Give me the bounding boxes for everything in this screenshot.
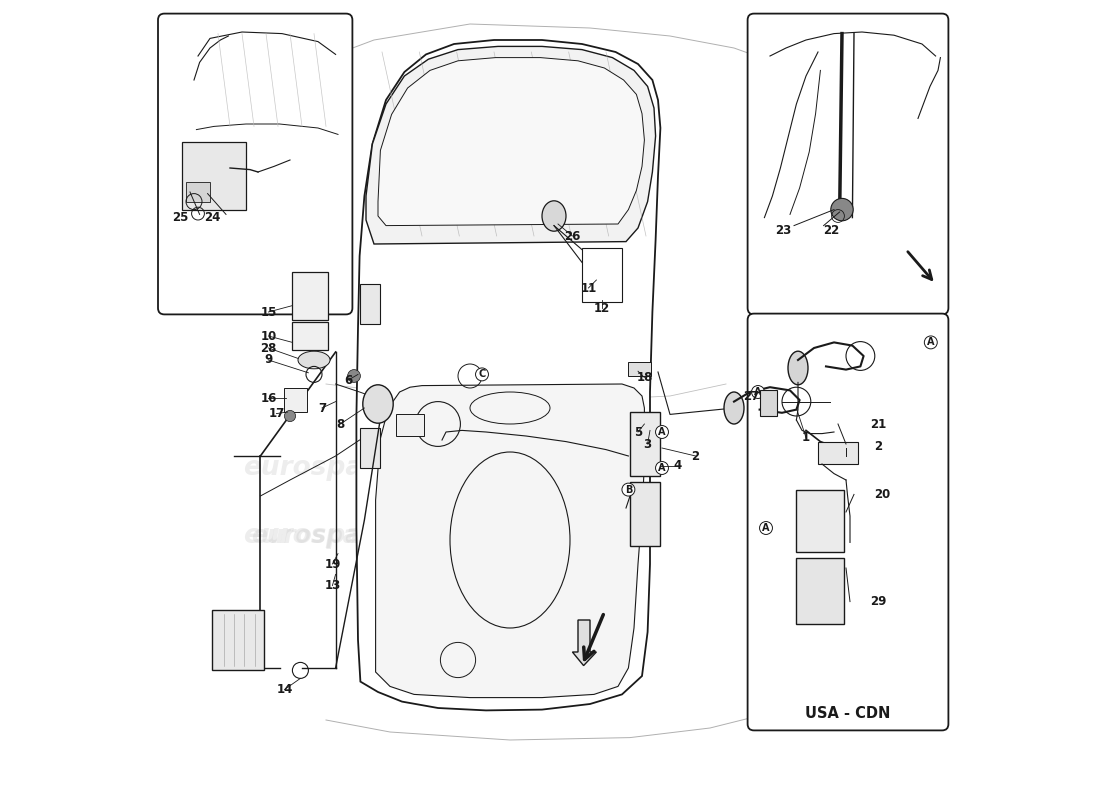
Text: 2: 2	[692, 450, 700, 462]
Text: 28: 28	[261, 342, 276, 354]
FancyBboxPatch shape	[158, 14, 352, 314]
Text: USA - CDN: USA - CDN	[805, 706, 890, 721]
Bar	[396, 414, 425, 436]
FancyBboxPatch shape	[748, 314, 948, 730]
Text: 15: 15	[261, 306, 276, 318]
Text: 20: 20	[874, 488, 890, 501]
Bar	[582, 248, 621, 302]
Bar	[628, 362, 651, 376]
Ellipse shape	[724, 392, 744, 424]
Text: 9: 9	[264, 354, 273, 366]
Bar	[796, 558, 845, 624]
PathPatch shape	[366, 46, 656, 244]
Text: 13: 13	[324, 579, 341, 592]
PathPatch shape	[356, 40, 660, 710]
Text: 14: 14	[276, 683, 293, 696]
Text: eurospares: eurospares	[243, 455, 409, 481]
Text: A: A	[658, 463, 666, 473]
Text: 10: 10	[261, 330, 276, 342]
Bar	[360, 428, 379, 468]
Text: 19: 19	[324, 558, 341, 570]
Circle shape	[830, 198, 854, 221]
Ellipse shape	[542, 201, 566, 231]
Text: A: A	[755, 387, 761, 397]
Text: 29: 29	[870, 595, 887, 608]
Text: 11: 11	[581, 282, 596, 294]
Text: eurospares: eurospares	[243, 523, 409, 549]
Text: 18: 18	[636, 371, 652, 384]
Bar	[818, 442, 858, 464]
Text: 8: 8	[337, 418, 344, 430]
Text: 6: 6	[344, 374, 352, 386]
Text: B: B	[625, 485, 632, 494]
Polygon shape	[572, 620, 596, 666]
Bar	[293, 272, 329, 320]
Text: 25: 25	[173, 211, 188, 224]
Text: 7: 7	[318, 402, 326, 414]
Text: 3: 3	[644, 438, 651, 450]
Circle shape	[285, 410, 296, 422]
Text: 26: 26	[564, 230, 581, 242]
PathPatch shape	[375, 384, 645, 698]
PathPatch shape	[378, 58, 645, 226]
Text: 16: 16	[261, 392, 276, 405]
Text: 5: 5	[634, 426, 642, 438]
Text: eurospares: eurospares	[475, 524, 625, 548]
Text: 17: 17	[268, 407, 285, 420]
Text: 1: 1	[802, 431, 810, 444]
Ellipse shape	[788, 351, 808, 385]
Text: 23: 23	[776, 224, 792, 237]
Text: eurospares: eurospares	[466, 523, 634, 549]
Text: eurospares: eurospares	[251, 524, 400, 548]
Text: 2: 2	[874, 440, 882, 453]
Bar	[630, 482, 660, 546]
Text: 22: 22	[824, 224, 839, 237]
Bar	[186, 182, 210, 202]
Text: A: A	[658, 427, 666, 437]
Text: 12: 12	[594, 302, 610, 314]
Bar	[293, 322, 329, 350]
Bar	[285, 388, 307, 412]
Text: 4: 4	[674, 459, 682, 472]
FancyBboxPatch shape	[748, 14, 948, 314]
Bar	[212, 610, 264, 670]
Bar	[360, 284, 379, 324]
Bar	[760, 390, 778, 416]
Ellipse shape	[298, 351, 330, 369]
Ellipse shape	[363, 385, 393, 423]
Text: 24: 24	[205, 211, 221, 224]
Text: 21: 21	[870, 418, 887, 430]
Bar	[630, 412, 660, 476]
Text: 27: 27	[744, 390, 760, 402]
Text: C: C	[478, 370, 485, 379]
Bar	[796, 490, 845, 552]
Bar	[182, 142, 246, 210]
Text: A: A	[927, 338, 935, 347]
Text: eurospares: eurospares	[466, 455, 634, 481]
Text: A: A	[762, 523, 770, 533]
Circle shape	[348, 370, 361, 382]
